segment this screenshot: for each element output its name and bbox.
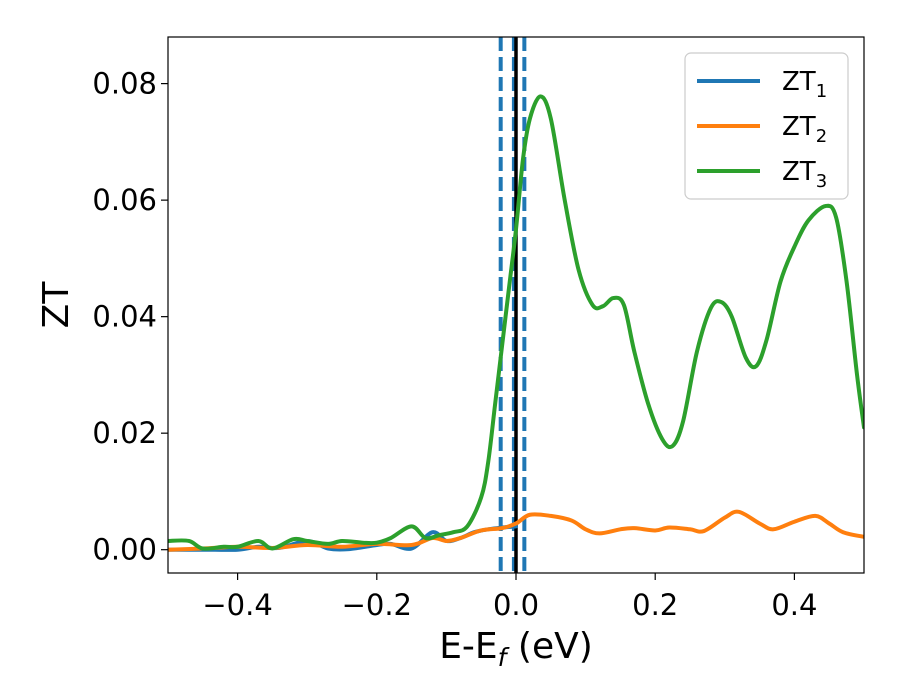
x-tick-label: 0.4 — [771, 588, 817, 622]
series-lines — [168, 94, 864, 552]
legend-label-2: ZT2 — [782, 112, 827, 147]
x-axis: −0.4 −0.2 0.0 0.2 0.4 — [202, 573, 817, 622]
x-tick-label: 0.2 — [632, 588, 678, 622]
x-tick-label: −0.2 — [342, 588, 412, 622]
legend-label-1: ZT1 — [782, 67, 827, 102]
y-tick-label: 0.00 — [92, 533, 157, 567]
reference-lines — [498, 37, 527, 573]
x-tick-label: 0.0 — [493, 588, 539, 622]
y-tick-label: 0.04 — [92, 300, 157, 334]
x-axis-label: E-Ef (eV) — [439, 626, 593, 672]
y-axis-label: ZT — [36, 281, 77, 329]
y-tick-label: 0.08 — [92, 67, 157, 101]
legend-label-3: ZT3 — [782, 157, 827, 192]
x-axis-label-unit: (eV) — [506, 626, 592, 667]
x-tick-label: −0.4 — [202, 588, 272, 622]
series-line-2 — [168, 509, 864, 552]
y-axis: 0.00 0.02 0.04 0.06 0.08 — [92, 67, 168, 567]
legend: ZT1 ZT2 ZT3 — [684, 52, 849, 200]
series-line-3 — [168, 94, 864, 551]
y-tick-label: 0.02 — [92, 416, 157, 450]
y-tick-label: 0.06 — [92, 183, 157, 217]
legend-box — [684, 52, 849, 200]
